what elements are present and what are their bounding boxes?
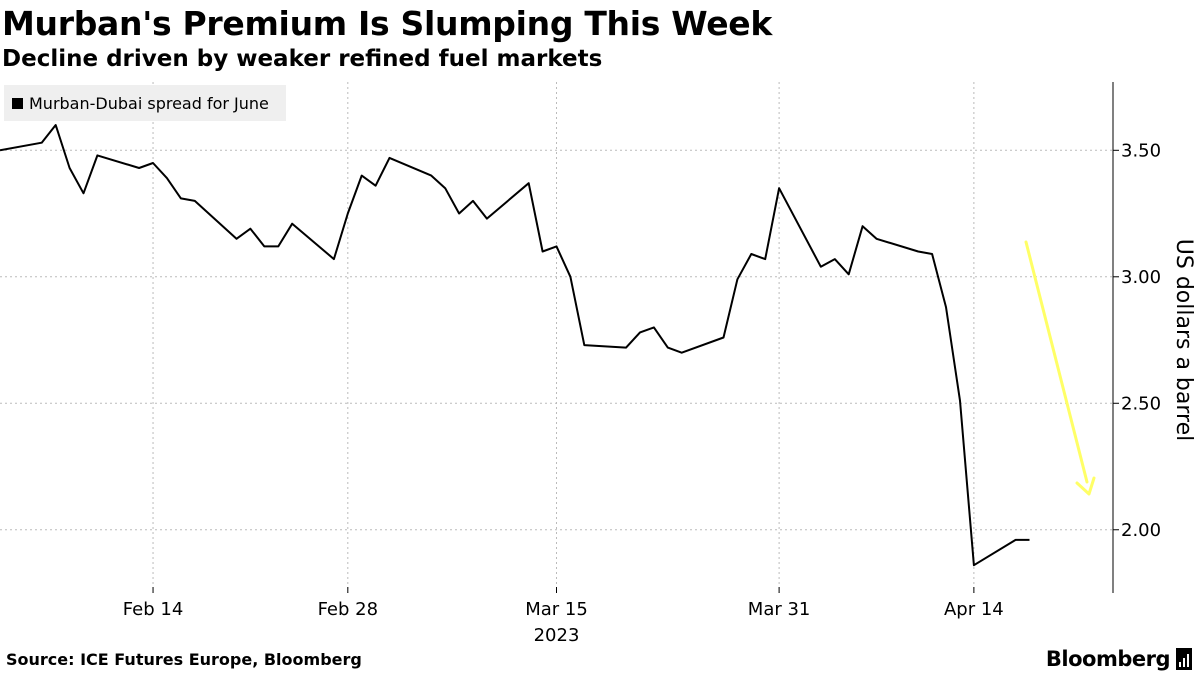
series-line	[0, 124, 1030, 567]
brand-name: Bloomberg	[1045, 647, 1171, 671]
source-note: Source: ICE Futures Europe, Bloomberg	[6, 650, 362, 669]
x-tick-label: Mar 15	[525, 599, 588, 620]
x-tick-label: Mar 31	[748, 599, 811, 620]
y-tick-label: 2.50	[1121, 393, 1161, 414]
x-year-label: 2023	[534, 625, 580, 646]
annotation-arrow-head	[1075, 476, 1096, 496]
y-tick-label: 3.00	[1121, 267, 1161, 288]
legend-label: Murban-Dubai spread for June	[29, 93, 269, 113]
annotation-arrow-shaft	[1024, 240, 1089, 484]
x-tick-label: Feb 28	[318, 599, 379, 620]
x-tick-label: Apr 14	[944, 599, 1004, 620]
x-tick-label: Feb 14	[123, 599, 184, 620]
legend: Murban-Dubai spread for June	[4, 85, 286, 121]
y-tick-label: 3.50	[1121, 140, 1161, 161]
brand-logo: Bloomberg	[1046, 647, 1192, 671]
y-tick-label: 2.00	[1121, 520, 1161, 541]
chart-title: Murban's Premium Is Slumping This Week	[2, 4, 773, 43]
chart-subtitle: Decline driven by weaker refined fuel ma…	[2, 46, 603, 72]
bloomberg-terminal-icon	[1176, 648, 1192, 670]
legend-swatch	[12, 97, 23, 109]
y-axis-label: US dollars a barrel	[1171, 239, 1196, 441]
